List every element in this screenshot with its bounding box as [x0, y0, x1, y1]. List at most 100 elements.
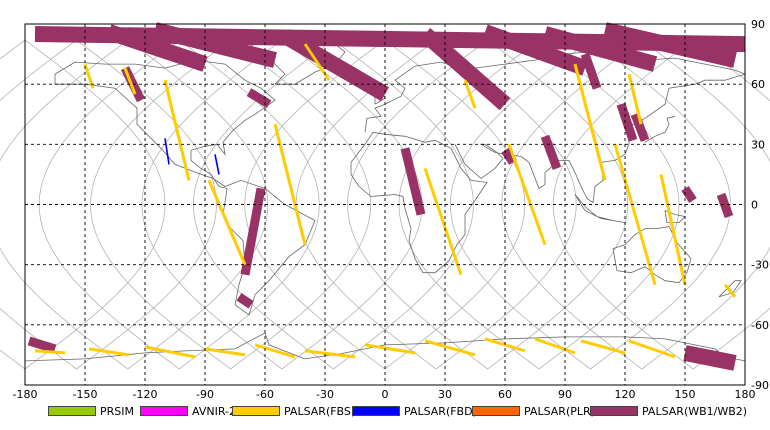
- coastline: [644, 115, 676, 143]
- fbs-swath: [573, 63, 607, 181]
- x-tick-label: 180: [735, 388, 756, 398]
- wb-swath: [540, 134, 562, 170]
- wb-swath: [681, 186, 697, 203]
- fbs-swath: [613, 143, 657, 286]
- fbs-antarctic-swath: [254, 343, 296, 359]
- coastline: [454, 73, 746, 204]
- y-tick-label: 30: [751, 138, 765, 151]
- legend-swatch: [590, 406, 638, 416]
- legend-label: PALSAR(FBS): [284, 404, 356, 418]
- legend-label: PALSAR(FBD): [404, 404, 477, 418]
- fbs-antarctic-swath: [628, 339, 676, 359]
- x-tick-label: 30: [438, 388, 452, 398]
- legend-item-palsar-fbs: PALSAR(FBS): [232, 403, 355, 419]
- orbit-track: [692, 39, 770, 370]
- legend-item-palsar-wb: PALSAR(WB1/WB2): [590, 403, 747, 419]
- fbs-swath: [303, 43, 331, 81]
- legend-label: PALSAR(PLR): [524, 404, 595, 418]
- legend-item-palsar-fbd: PALSAR(FBD): [352, 403, 477, 419]
- wb-swath: [482, 24, 588, 76]
- legend: PRSIM AVNIR-2 PALSAR(FBS) PALSAR(FBD) PA…: [0, 398, 770, 424]
- x-tick-label: -90: [196, 388, 214, 398]
- wb-swath: [716, 192, 734, 219]
- orbit-track: [90, 39, 231, 370]
- fbs-swath: [163, 79, 191, 181]
- wb-swath: [153, 22, 277, 68]
- y-tick-label: -90: [751, 379, 769, 392]
- orbit-track: [244, 39, 386, 370]
- fbs-swath: [659, 174, 687, 285]
- x-tick-label: -30: [316, 388, 334, 398]
- legend-swatch: [472, 406, 520, 416]
- wb-swath: [106, 24, 208, 72]
- fbs-antarctic-swath: [364, 343, 416, 355]
- fbs-swath: [723, 283, 737, 298]
- wb-swath: [603, 22, 737, 68]
- x-tick-label: 150: [675, 388, 696, 398]
- wb-swath: [240, 187, 266, 276]
- wb-swath: [630, 112, 650, 142]
- fbs-antarctic-swath: [34, 349, 66, 355]
- fbs-antarctic-swath: [424, 339, 476, 357]
- coastline: [350, 131, 488, 274]
- legend-swatch: [232, 406, 280, 416]
- legend-label: AVNIR-2: [192, 404, 236, 418]
- fbs-antarctic-swath: [88, 347, 130, 357]
- fbs-swath: [123, 67, 137, 95]
- fbs-swath: [83, 63, 95, 89]
- orbit-track: [347, 39, 488, 370]
- fbs-swath: [463, 79, 477, 109]
- legend-swatch: [352, 406, 400, 416]
- coastline: [664, 210, 686, 223]
- wb-swath: [400, 147, 426, 216]
- wb-swath: [236, 293, 254, 309]
- fbs-swath: [507, 143, 547, 246]
- legend-swatch: [48, 406, 96, 416]
- map-plot: -180 -150 -120 -90 -60 -30 0 30 60 90 120 150 180 90 6…: [0, 18, 770, 401]
- y-tick-label: -60: [751, 319, 769, 332]
- orbit-track: [230, 39, 372, 370]
- x-tick-label: -120: [133, 388, 158, 398]
- fbs-antarctic-swath: [144, 345, 196, 359]
- coastline: [24, 332, 746, 362]
- legend-label: PRSIM: [100, 404, 134, 418]
- wb-swath: [419, 28, 511, 111]
- legend-item-prsim: PRSIM: [48, 403, 134, 419]
- fbs-swath: [273, 123, 307, 245]
- x-tick-label: 0: [382, 388, 389, 398]
- orbit-track: [333, 39, 474, 370]
- y-tick-label: 0: [751, 199, 758, 212]
- x-tick-label: 120: [615, 388, 636, 398]
- orbit-track: [76, 39, 217, 370]
- orbit-track: [641, 39, 770, 370]
- fbs-antarctic-swath: [204, 347, 246, 357]
- orbit-track: [449, 39, 591, 370]
- wb-swath: [27, 336, 57, 354]
- y-tick-label: -30: [751, 259, 769, 272]
- fbs-antarctic-swath: [580, 339, 626, 355]
- legend-label: PALSAR(WB1/WB2): [642, 404, 748, 418]
- fbd-swath: [214, 154, 220, 175]
- wb-swath: [542, 26, 658, 72]
- orbit-track: [0, 39, 77, 370]
- fbs-swath: [627, 73, 643, 125]
- legend-item-palsar-plr: PALSAR(PLR): [472, 403, 595, 419]
- orbit-track: [590, 39, 731, 370]
- fbs-swath: [207, 179, 247, 266]
- legend-item-avnir2: AVNIR-2: [140, 403, 236, 419]
- x-tick-label: -60: [256, 388, 274, 398]
- legend-swatch: [140, 406, 188, 416]
- x-tick-label: 60: [498, 388, 512, 398]
- y-tick-label: 90: [751, 18, 765, 31]
- y-tick-label: 60: [751, 78, 765, 91]
- orbit-track: [0, 39, 129, 370]
- plot-frame: [24, 23, 746, 386]
- x-tick-label: -150: [73, 388, 98, 398]
- x-tick-label: 90: [558, 388, 572, 398]
- wb-swath: [683, 345, 737, 371]
- coastline: [574, 194, 626, 223]
- x-tick-label: -180: [13, 388, 38, 398]
- fbs-swath: [423, 167, 463, 276]
- wb-swath: [580, 52, 602, 90]
